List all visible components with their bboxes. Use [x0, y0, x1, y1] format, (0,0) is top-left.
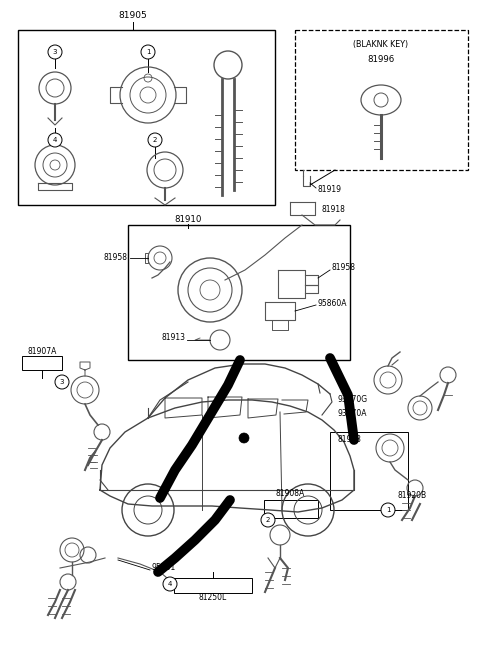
Bar — [330, 432, 408, 510]
Text: 81907A: 81907A — [27, 348, 57, 356]
Text: (BLAKNK KEY): (BLAKNK KEY) — [353, 39, 408, 48]
Text: 81958: 81958 — [332, 263, 356, 272]
Text: 95761: 95761 — [152, 563, 176, 572]
Text: 4: 4 — [168, 581, 172, 587]
Text: 81918: 81918 — [322, 206, 346, 214]
Circle shape — [55, 375, 69, 389]
Text: 2: 2 — [153, 137, 157, 143]
Circle shape — [163, 577, 177, 591]
Bar — [295, 30, 468, 170]
Circle shape — [239, 433, 249, 443]
Text: 81913: 81913 — [162, 333, 186, 343]
Text: 1: 1 — [146, 49, 150, 55]
Text: 95860A: 95860A — [318, 299, 348, 307]
Circle shape — [381, 503, 395, 517]
Text: 81910: 81910 — [174, 214, 202, 223]
Bar — [18, 30, 275, 205]
Text: 93170A: 93170A — [338, 409, 368, 419]
Circle shape — [48, 45, 62, 59]
Text: 4: 4 — [53, 137, 57, 143]
Circle shape — [48, 133, 62, 147]
Text: 3: 3 — [53, 49, 57, 55]
Text: 1: 1 — [386, 507, 390, 513]
Circle shape — [261, 513, 275, 527]
Bar — [264, 500, 318, 518]
Text: 81958: 81958 — [104, 253, 128, 263]
Text: 81920B: 81920B — [398, 491, 427, 500]
Circle shape — [141, 45, 155, 59]
Circle shape — [148, 133, 162, 147]
Text: 3: 3 — [60, 379, 64, 385]
Text: 93170G: 93170G — [338, 396, 368, 405]
Bar — [128, 225, 350, 360]
Text: 81919: 81919 — [318, 185, 342, 195]
Bar — [22, 356, 62, 370]
Bar — [174, 578, 252, 593]
Text: 81928: 81928 — [338, 436, 362, 445]
Text: 81996: 81996 — [367, 56, 395, 64]
Text: 81908A: 81908A — [276, 489, 305, 498]
Text: 81250L: 81250L — [199, 593, 227, 603]
Text: 2: 2 — [266, 517, 270, 523]
Text: 81905: 81905 — [119, 12, 147, 20]
